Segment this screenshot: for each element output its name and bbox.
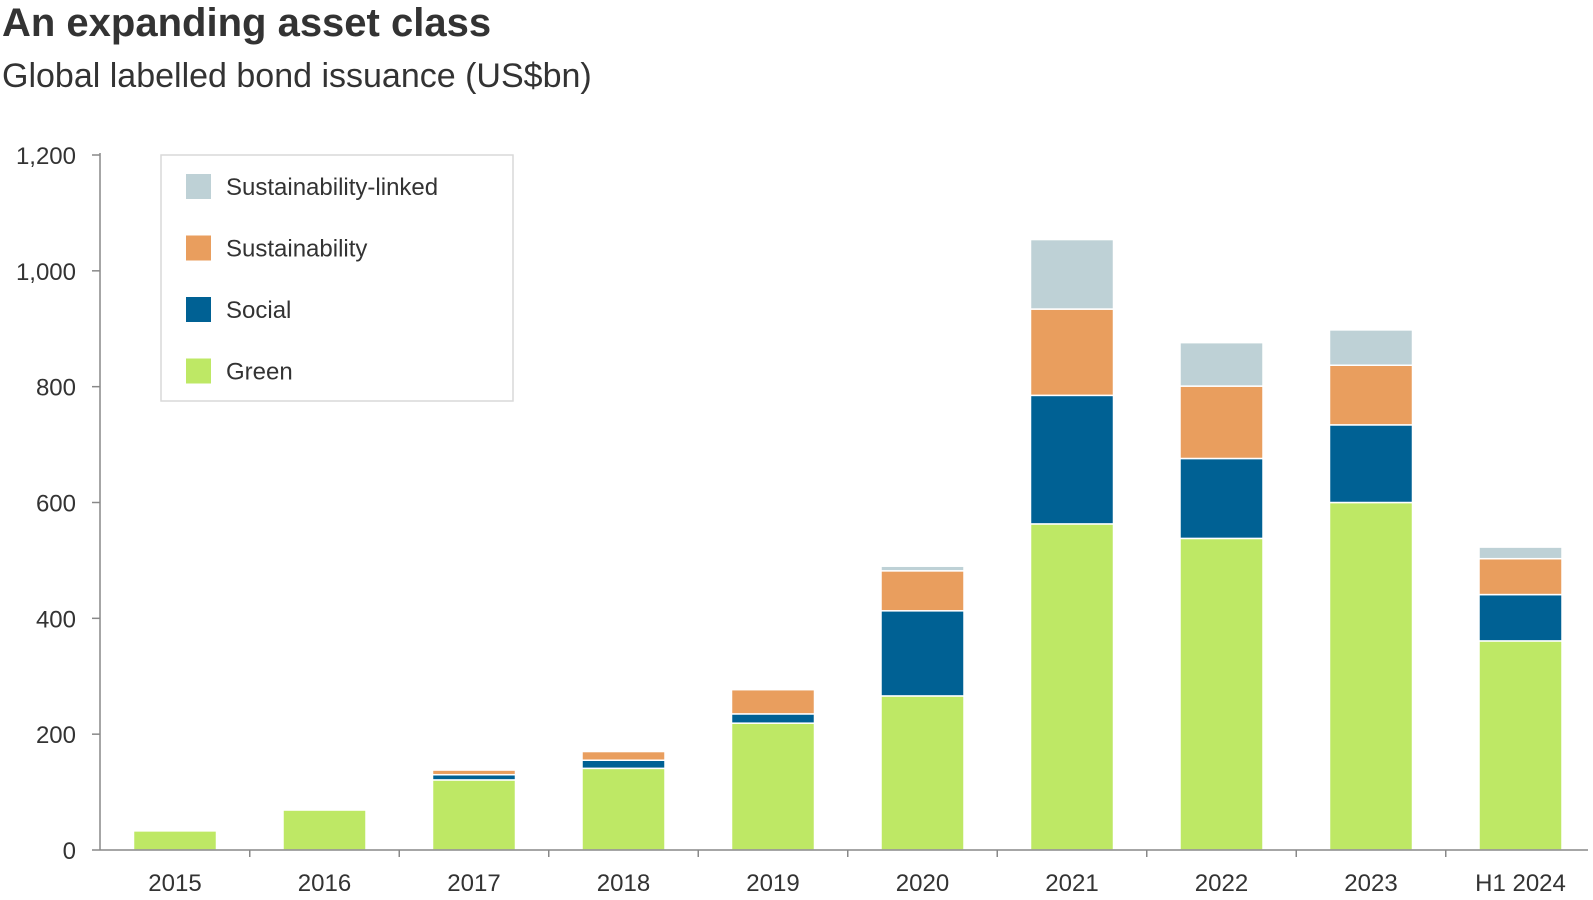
bar-segment-sustainability-linked-2022: [1179, 341, 1264, 387]
bar-segment-sustainability-2019: [730, 688, 816, 715]
x-tick-label: 2022: [1195, 870, 1248, 897]
bar-segment-green-h1-2024: [1478, 640, 1563, 851]
bar-segment-green-2022: [1179, 537, 1264, 851]
bar-segment-green-2019: [730, 722, 816, 851]
legend-swatch-sustainability-linked: [186, 174, 211, 199]
bar-segment-social-2019: [730, 713, 816, 724]
bar-segment-social-2020: [880, 610, 965, 697]
y-tick-label: 1,000: [16, 259, 76, 286]
bar-segment-green-2020: [880, 695, 965, 851]
x-tick-label: 2016: [298, 870, 351, 897]
x-tick-label: 2019: [746, 870, 799, 897]
bar-segment-sustainability-2020: [880, 570, 965, 612]
bar-segment-sustainability-2021: [1029, 308, 1115, 397]
legend: Sustainability-linked Sustainability Socia…: [160, 154, 514, 402]
bar-segment-sustainability-2018: [581, 750, 666, 761]
y-tick-label: 0: [63, 838, 76, 865]
bar-segment-sustainability-linked-h1-2024: [1478, 546, 1563, 560]
bar-segment-sustainability-linked-2020: [880, 565, 965, 572]
legend-swatch-green: [186, 358, 211, 384]
legend-label-social: Social: [226, 297, 291, 324]
bar-segment-green-2018: [581, 767, 666, 851]
bar-segment-social-2022: [1179, 457, 1264, 540]
bar-segment-social-h1-2024: [1478, 593, 1563, 642]
bar-segment-social-2023: [1328, 424, 1414, 504]
bar-segment-social-2018: [581, 759, 666, 770]
legend-box: [160, 154, 514, 402]
y-tick-label: 1,200: [16, 143, 76, 170]
bar-segment-sustainability-2023: [1328, 364, 1414, 426]
bar-segment-sustainability-h1-2024: [1478, 557, 1563, 596]
bar-segment-green-2021: [1029, 523, 1115, 851]
bar-segment-green-2015: [132, 830, 218, 851]
x-tick-label: 2023: [1344, 870, 1397, 897]
bar-segment-green-2017: [431, 779, 517, 851]
bar-segment-sustainability-linked-2021: [1029, 238, 1115, 310]
bar-segment-sustainability-linked-2023: [1328, 329, 1414, 366]
legend-swatch-social: [186, 297, 211, 322]
axes-layer: 0 200 400 600 800 1,000 1,200 2015 2016 2017 2018 2…: [16, 143, 1588, 897]
x-tick-label: 2020: [896, 870, 949, 897]
y-tick-label: 600: [36, 491, 76, 518]
x-tick-label: 2018: [597, 870, 650, 897]
x-tick-label: 2021: [1045, 870, 1098, 897]
legend-label-green: Green: [226, 359, 293, 386]
y-tick-label: 200: [36, 722, 76, 749]
legend-swatch-sustainability: [186, 235, 211, 261]
y-tick-label: 400: [36, 606, 76, 633]
chart-subtitle: Global labelled bond issuance (US$bn): [2, 57, 592, 95]
y-tick-label: 800: [36, 375, 76, 402]
bar-segment-sustainability-2017: [431, 769, 517, 776]
x-tick-label: 2017: [447, 870, 500, 897]
bar-segment-social-2021: [1029, 394, 1115, 525]
legend-label-sustainability: Sustainability: [226, 236, 367, 263]
legend-label-sustainability-linked: Sustainability-linked: [226, 174, 438, 201]
bar-segment-social-2017: [431, 773, 517, 781]
x-tick-label: 2015: [148, 870, 201, 897]
bar-segment-green-2016: [282, 809, 367, 851]
bar-segment-green-2023: [1328, 501, 1414, 851]
bar-segment-sustainability-linked-2019: [730, 687, 816, 691]
x-tick-label: H1 2024: [1475, 870, 1566, 897]
bars-layer: [132, 238, 1563, 851]
bar-segment-sustainability-2022: [1179, 385, 1264, 460]
chart-title: An expanding asset class: [2, 1, 492, 45]
